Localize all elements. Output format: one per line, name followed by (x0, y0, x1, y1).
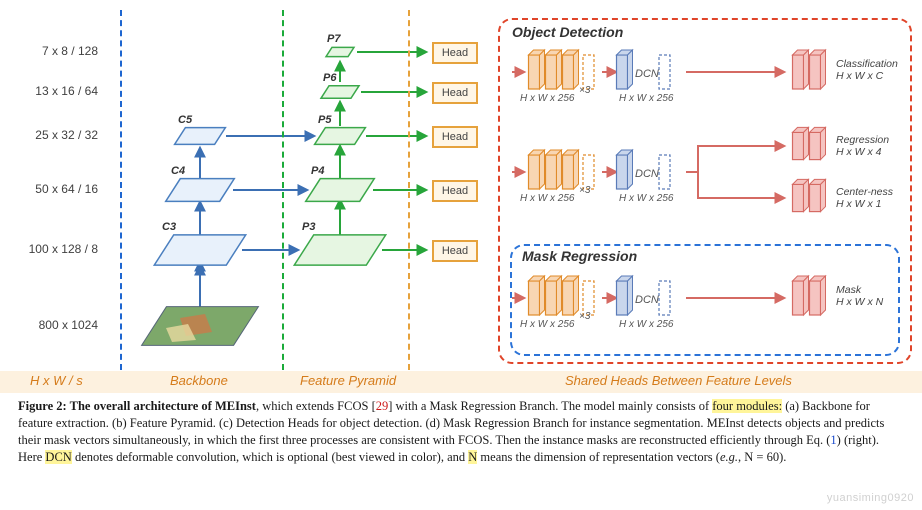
section-label: H x W / s (30, 373, 83, 388)
column-separator (120, 10, 122, 370)
fpn-level-label: P5 (318, 114, 331, 126)
head-box: Head (432, 42, 478, 64)
fpn-level-label: P4 (311, 165, 324, 177)
repeat-label: ×3 (579, 185, 590, 196)
tensor-dims: H x W x 256 (619, 193, 673, 204)
column-separator (408, 10, 410, 370)
architecture-figure: H x W / s Backbone Feature Pyramid Shared H… (0, 0, 922, 390)
output-label: ClassificationH x W x C (836, 58, 898, 82)
section-label: Shared Heads Between Feature Levels (565, 373, 792, 388)
section-label: Feature Pyramid (300, 373, 396, 388)
mask-regression-title: Mask Regression (522, 248, 637, 264)
head-box: Head (432, 82, 478, 104)
output-label: MaskH x W x N (836, 284, 883, 308)
backbone-level-label: C3 (162, 221, 176, 233)
section-label: Backbone (170, 373, 228, 388)
scale-label: 100 x 128 / 8 (8, 242, 98, 256)
dcn-label: DCN (635, 168, 659, 180)
scale-label: 7 x 8 / 128 (8, 44, 98, 58)
head-box: Head (432, 180, 478, 202)
tensor-dims: H x W x 256 (619, 319, 673, 330)
tensor-dims: H x W x 256 (520, 93, 574, 104)
head-box: Head (432, 126, 478, 148)
fpn-level-label: P7 (327, 33, 340, 45)
dcn-label: DCN (635, 294, 659, 306)
backbone-level-label: C5 (178, 114, 192, 126)
output-label: Center-nessH x W x 1 (836, 186, 893, 210)
head-box: Head (432, 240, 478, 262)
repeat-label: ×3 (579, 311, 590, 322)
output-label: RegressionH x W x 4 (836, 134, 889, 158)
tensor-dims: H x W x 256 (520, 319, 574, 330)
figure-caption: Figure 2: The overall architecture of ME… (18, 398, 904, 466)
column-separator (282, 10, 284, 370)
object-detection-title: Object Detection (512, 24, 623, 40)
watermark: yuansiming0920 (827, 492, 914, 504)
tensor-dims: H x W x 256 (619, 93, 673, 104)
tensor-dims: H x W x 256 (520, 193, 574, 204)
dcn-label: DCN (635, 68, 659, 80)
backbone-level-label: C4 (171, 165, 185, 177)
scale-label: 50 x 64 / 16 (8, 182, 98, 196)
scale-label: 800 x 1024 (8, 318, 98, 332)
repeat-label: ×3 (579, 85, 590, 96)
fpn-level-label: P3 (302, 221, 315, 233)
fpn-level-label: P6 (323, 72, 336, 84)
scale-label: 25 x 32 / 32 (8, 128, 98, 142)
scale-label: 13 x 16 / 64 (8, 84, 98, 98)
